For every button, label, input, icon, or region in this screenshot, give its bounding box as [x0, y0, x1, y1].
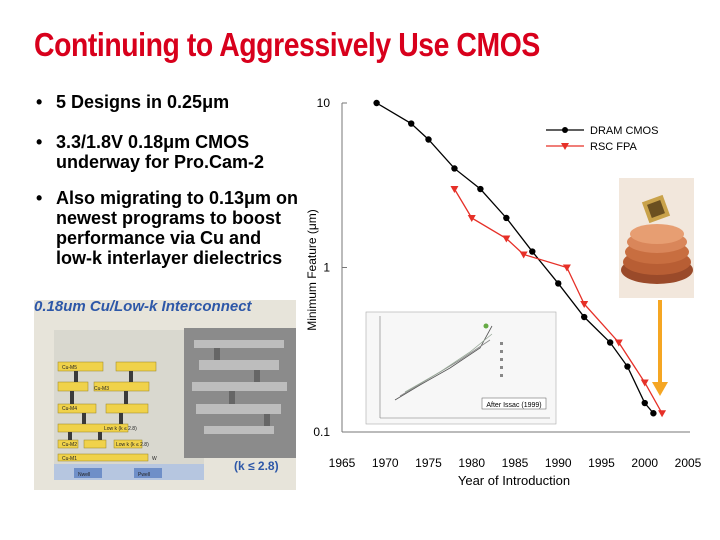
layer-label: W [152, 456, 157, 462]
data-point [606, 339, 614, 346]
layer-label: Pwell [138, 472, 150, 478]
data-point [581, 313, 588, 321]
data-point [477, 185, 484, 193]
layer-label: Nwell [78, 472, 90, 478]
x-tick-label: 1995 [588, 456, 615, 470]
legend-marker-dram [562, 127, 568, 133]
data-point [624, 363, 631, 370]
y-tick-label: 0.1 [313, 425, 330, 439]
bullet-item: • 5 Designs in 0.25μm [36, 92, 301, 112]
legend-label-rsc: RSC FPA [590, 141, 638, 153]
data-point [451, 165, 458, 172]
data-point [641, 399, 648, 407]
bullet-text: Also migrating to 0.13μm on newest progr… [56, 188, 299, 268]
data-point [640, 379, 649, 387]
x-tick-label: 2005 [675, 456, 702, 470]
data-point [529, 248, 536, 255]
bullet-item: • Also migrating to 0.13μm on newest pro… [36, 188, 301, 268]
chip-on-coins-photo [619, 178, 694, 298]
x-tick-label: 1985 [502, 456, 529, 470]
y-tick-label: 1 [323, 261, 330, 275]
dielectric-constant-label: (k ≤ 2.8) [234, 459, 279, 473]
bullet-marker: • [36, 92, 43, 112]
layer-label: Cu-M4 [62, 406, 77, 412]
inset-performance-plot: After Issac (1999) [365, 311, 557, 425]
legend-label-dram: DRAM CMOS [590, 125, 658, 137]
x-tick-label: 1980 [458, 456, 485, 470]
x-tick-label: 1970 [372, 456, 399, 470]
bullet-marker: • [36, 132, 43, 152]
interconnect-caption: 0.18um Cu/Low-k Interconnect [34, 298, 252, 315]
x-tick-label: 1975 [415, 456, 442, 470]
x-tick-label: 2000 [631, 456, 658, 470]
data-point [658, 410, 667, 418]
layer-label: Low k (k ≤ 2.8) [104, 426, 137, 432]
y-axis-label: Minimum Feature (μm) [305, 209, 319, 331]
x-tick-label: 1965 [329, 456, 356, 470]
bullet-item: • 3.3/1.8V 0.18μm CMOS underway for Pro.… [36, 132, 301, 172]
interconnect-cross-section-image: Cu-M5 Cu-M4 Cu-M3 Cu-M2 Low k (k ≤ 2.8) … [34, 300, 296, 490]
data-point [502, 235, 511, 243]
legend-marker-rsc [561, 143, 569, 150]
data-point [555, 280, 562, 287]
slide-title: Continuing to Aggressively Use CMOS [34, 26, 540, 63]
data-point [614, 339, 623, 347]
data-point [373, 99, 380, 107]
layer-label: Cu-M2 [62, 442, 77, 448]
y-tick-label: 10 [317, 96, 331, 110]
bullet-marker: • [36, 188, 43, 208]
bullet-list: • 5 Designs in 0.25μm • 3.3/1.8V 0.18μm … [36, 92, 301, 284]
data-point [503, 214, 510, 222]
layer-label: Low k (k ≤ 2.8) [116, 442, 149, 448]
data-point [408, 120, 415, 127]
bullet-text: 3.3/1.8V 0.18μm CMOS underway for Pro.Ca… [56, 132, 265, 172]
inset-citation: After Issac (1999) [486, 402, 541, 409]
layer-label: Cu-M5 [62, 365, 77, 371]
data-point [580, 300, 589, 308]
x-tick-label: 1990 [545, 456, 572, 470]
data-point [650, 410, 657, 417]
layer-label: Cu-M1 [62, 456, 77, 462]
data-point [467, 214, 476, 222]
data-point [519, 251, 528, 259]
data-point [562, 264, 571, 272]
bullet-text: 5 Designs in 0.25μm [56, 92, 230, 112]
x-axis-label: Year of Introduction [458, 473, 570, 488]
data-point [425, 136, 432, 143]
data-point [450, 186, 459, 194]
layer-label: Cu-M3 [94, 386, 109, 392]
chart-legend: DRAM CMOS RSC FPA [546, 125, 658, 153]
